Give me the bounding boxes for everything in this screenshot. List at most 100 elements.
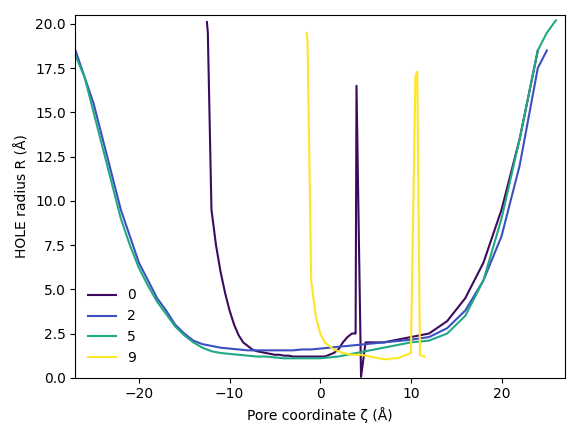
2 [126,233,133,239]
Line: 9: 9 [307,33,425,359]
0 [267,351,274,357]
9 [376,356,383,361]
2 [534,65,541,71]
5 [126,242,133,247]
5 [99,145,106,150]
9 [413,71,420,76]
5 [353,350,360,356]
5 [389,343,396,349]
2 [308,347,315,352]
0 [244,343,251,349]
2 [181,331,188,336]
2 [217,345,224,350]
2 [371,341,378,346]
2 [344,343,351,349]
5 [162,311,169,317]
5 [498,216,505,221]
5 [553,18,560,23]
2 [226,346,233,351]
2 [317,346,324,351]
2 [462,308,469,313]
X-axis label: Pore coordinate ζ (Å): Pore coordinate ζ (Å) [248,407,393,423]
9 [304,39,311,44]
5 [190,340,197,345]
2 [81,74,88,80]
9 [389,356,396,361]
Legend: 0, 2, 5, 9: 0, 2, 5, 9 [82,283,142,371]
5 [516,136,523,141]
2 [90,101,97,106]
2 [498,233,505,239]
2 [389,339,396,344]
2 [136,260,143,265]
2 [353,343,360,348]
5 [299,356,306,361]
2 [516,163,523,168]
5 [462,313,469,318]
2 [299,347,306,352]
5 [271,355,278,360]
5 [235,352,242,357]
5 [108,180,115,186]
9 [308,278,315,283]
9 [312,313,319,318]
9 [371,355,378,360]
5 [344,352,351,357]
2 [190,338,197,343]
9 [367,354,374,359]
2 [99,136,106,141]
5 [90,110,97,115]
5 [244,353,251,358]
0 [285,353,292,358]
5 [217,350,224,356]
5 [317,356,324,361]
9 [339,350,346,356]
9 [303,30,310,35]
5 [117,216,124,221]
5 [208,349,215,354]
9 [344,351,351,357]
0 [357,374,364,379]
5 [262,354,269,359]
5 [226,351,233,357]
5 [81,74,88,80]
9 [403,352,410,357]
5 [407,340,414,345]
2 [172,322,179,327]
2 [117,207,124,212]
5 [398,342,405,347]
2 [398,338,405,343]
2 [480,278,487,283]
Line: 0: 0 [207,22,538,377]
5 [72,53,79,58]
9 [416,352,423,357]
9 [385,357,392,362]
2 [253,348,260,353]
5 [335,354,342,359]
5 [181,333,188,338]
9 [394,356,401,361]
5 [136,265,143,271]
9 [321,340,328,345]
2 [271,348,278,353]
2 [362,342,369,347]
9 [414,69,420,74]
9 [335,349,342,354]
2 [543,48,550,53]
2 [208,343,215,349]
9 [331,347,338,352]
2 [72,48,79,53]
2 [335,344,342,350]
2 [244,348,251,353]
9 [398,354,405,359]
9 [380,357,387,362]
5 [480,278,487,283]
2 [289,348,296,353]
2 [108,172,115,177]
5 [444,331,451,336]
0 [352,331,359,336]
2 [281,348,288,353]
2 [326,345,333,350]
9 [421,354,428,359]
2 [262,348,269,353]
